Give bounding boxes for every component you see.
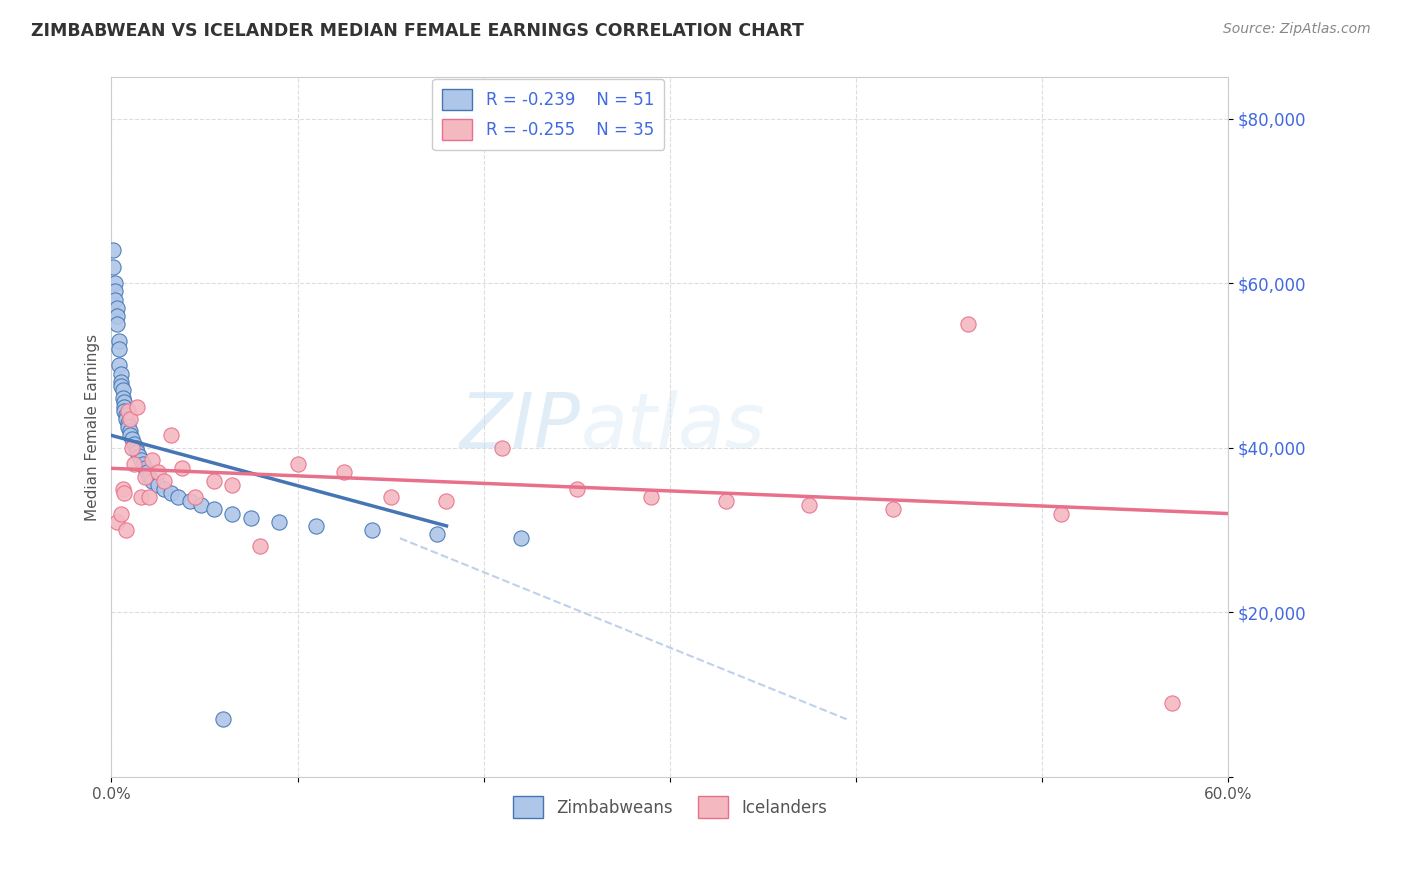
Point	[121, 433, 143, 447]
Text: ZIMBABWEAN VS ICELANDER MEDIAN FEMALE EARNINGS CORRELATION CHART: ZIMBABWEAN VS ICELANDER MEDIAN FEMALE EA…	[31, 22, 804, 40]
Point	[152, 482, 174, 496]
Point	[104, 276, 127, 290]
Point	[141, 453, 163, 467]
Point	[122, 457, 145, 471]
Point	[138, 469, 160, 483]
Point	[190, 499, 212, 513]
Point	[172, 461, 194, 475]
Point	[127, 445, 149, 459]
Point	[132, 457, 155, 471]
Point	[212, 712, 235, 726]
Point	[134, 469, 156, 483]
Point	[115, 408, 138, 422]
Point	[104, 293, 127, 307]
Point	[1161, 696, 1184, 710]
Point	[105, 318, 128, 332]
Point	[135, 466, 157, 480]
Point	[117, 416, 139, 430]
Point	[110, 379, 132, 393]
Point	[127, 400, 149, 414]
Point	[115, 412, 138, 426]
Point	[160, 486, 183, 500]
Point	[380, 490, 402, 504]
Point	[111, 482, 134, 496]
Point	[129, 453, 152, 467]
Point	[141, 474, 163, 488]
Point	[491, 441, 513, 455]
Point	[114, 395, 136, 409]
Point	[179, 494, 201, 508]
Point	[114, 486, 136, 500]
Point	[118, 428, 141, 442]
Point	[117, 403, 139, 417]
Point	[160, 428, 183, 442]
Point	[110, 507, 132, 521]
Point	[105, 309, 128, 323]
Point	[287, 457, 309, 471]
Point	[240, 510, 263, 524]
Point	[267, 515, 290, 529]
Point	[202, 474, 225, 488]
Point	[104, 285, 127, 299]
Point	[111, 383, 134, 397]
Point	[249, 540, 271, 554]
Point	[714, 494, 737, 508]
Legend: Zimbabweans, Icelanders: Zimbabweans, Icelanders	[506, 789, 834, 824]
Point	[108, 342, 131, 356]
Point	[121, 441, 143, 455]
Point	[221, 507, 243, 521]
Y-axis label: Median Female Earnings: Median Female Earnings	[86, 334, 100, 521]
Point	[510, 531, 533, 545]
Point	[333, 466, 356, 480]
Point	[129, 490, 152, 504]
Point	[152, 474, 174, 488]
Point	[114, 403, 136, 417]
Point	[221, 477, 243, 491]
Point	[426, 527, 449, 541]
Point	[565, 482, 588, 496]
Text: ZIP: ZIP	[460, 390, 581, 464]
Point	[799, 499, 821, 513]
Point	[146, 466, 169, 480]
Point	[184, 490, 207, 504]
Point	[118, 412, 141, 426]
Point	[640, 490, 662, 504]
Point	[108, 334, 131, 348]
Point	[882, 502, 904, 516]
Point	[124, 441, 146, 455]
Point	[105, 515, 128, 529]
Point	[305, 519, 328, 533]
Text: Source: ZipAtlas.com: Source: ZipAtlas.com	[1223, 22, 1371, 37]
Point	[111, 392, 134, 406]
Point	[115, 523, 138, 537]
Point	[138, 490, 160, 504]
Point	[436, 494, 458, 508]
Point	[202, 502, 225, 516]
Point	[1049, 507, 1071, 521]
Point	[110, 367, 132, 381]
Point	[117, 420, 139, 434]
Point	[118, 424, 141, 438]
Point	[122, 436, 145, 450]
Point	[128, 449, 150, 463]
Point	[146, 477, 169, 491]
Point	[167, 490, 190, 504]
Point	[103, 244, 125, 258]
Point	[108, 359, 131, 373]
Point	[114, 400, 136, 414]
Text: atlas: atlas	[581, 390, 765, 464]
Point	[956, 318, 979, 332]
Point	[103, 260, 125, 274]
Point	[105, 301, 128, 315]
Point	[361, 523, 384, 537]
Point	[110, 375, 132, 389]
Point	[134, 461, 156, 475]
